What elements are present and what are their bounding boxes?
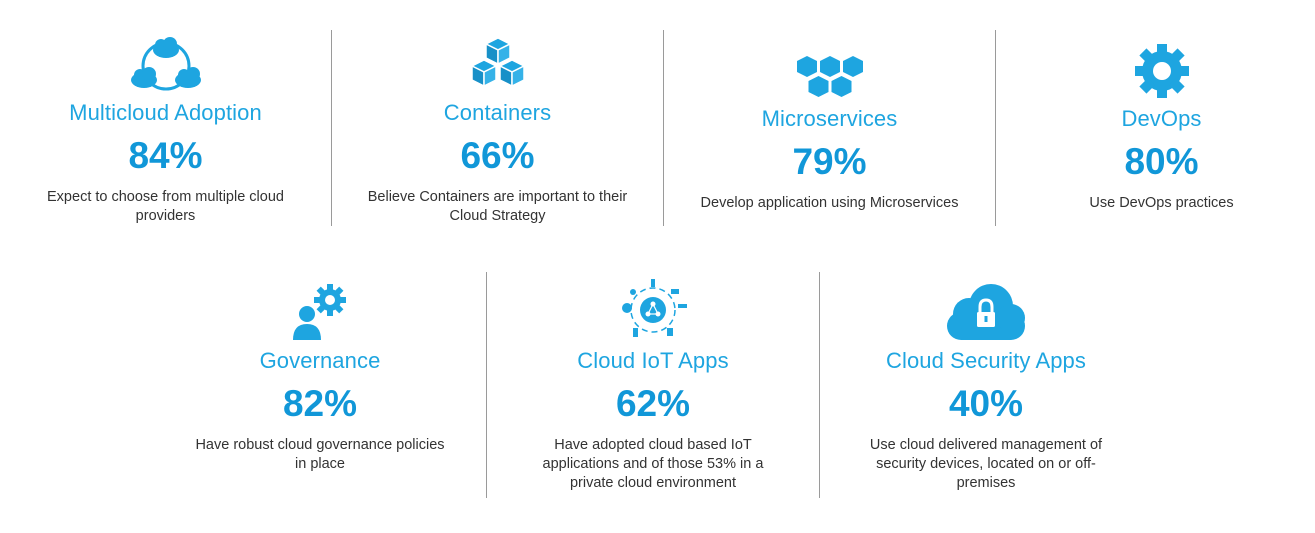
gear-icon: [1133, 30, 1191, 100]
divider: [331, 30, 332, 226]
card-cloud-security-apps: Cloud Security Apps 40% Use cloud delive…: [820, 272, 1152, 498]
card-title: Cloud Security Apps: [885, 348, 1086, 373]
card-description: Have robust cloud governance policies in…: [195, 437, 445, 472]
divider: [663, 30, 664, 226]
card-percent: 82%: [282, 383, 358, 424]
divider: [995, 30, 996, 226]
divider: [819, 272, 820, 498]
hexagons-icon: [795, 30, 865, 100]
card-containers: Containers 66% Believe Containers are im…: [332, 30, 663, 226]
card-multicloud-adoption: Multicloud Adoption 84% Expect to choose…: [0, 30, 331, 226]
card-percent: 66%: [460, 135, 535, 176]
stats-row-top: Multicloud Adoption 84% Expect to choose…: [0, 30, 1315, 226]
card-percent: 84%: [128, 135, 203, 176]
card-microservices: Microservices 79% Develop application us…: [664, 30, 995, 226]
card-title: Microservices: [761, 106, 898, 131]
card-description: Use DevOps practices: [1089, 195, 1234, 211]
card-title: Governance: [259, 348, 381, 373]
card-description: Have adopted cloud based IoT application…: [542, 437, 764, 491]
card-title: Cloud IoT Apps: [577, 348, 729, 373]
card-description: Believe Containers are important to thei…: [367, 189, 628, 224]
card-description: Expect to choose from multiple cloud pro…: [47, 189, 284, 224]
card-cloud-iot-apps: Cloud IoT Apps 62% Have adopted cloud ba…: [487, 272, 819, 498]
card-title: DevOps: [1121, 106, 1202, 131]
card-percent: 79%: [792, 141, 867, 182]
card-devops: DevOps 80% Use DevOps practices: [996, 30, 1315, 226]
card-percent: 62%: [615, 383, 691, 424]
iot-network-icon: [615, 272, 691, 342]
cloud-lock-icon: [941, 272, 1031, 342]
card-description: Use cloud delivered management of securi…: [869, 437, 1103, 491]
card-governance: Governance 82% Have robust cloud governa…: [154, 272, 486, 498]
multicloud-icon: [130, 30, 202, 94]
card-title: Containers: [443, 100, 552, 125]
stats-row-bottom: Governance 82% Have robust cloud governa…: [154, 272, 1152, 498]
card-description: Develop application using Microservices: [700, 195, 959, 211]
containers-cubes-icon: [467, 30, 529, 94]
card-percent: 80%: [1124, 141, 1199, 182]
person-gear-icon: [290, 272, 350, 342]
card-title: Multicloud Adoption: [69, 100, 262, 125]
card-percent: 40%: [948, 383, 1024, 424]
divider: [486, 272, 487, 498]
